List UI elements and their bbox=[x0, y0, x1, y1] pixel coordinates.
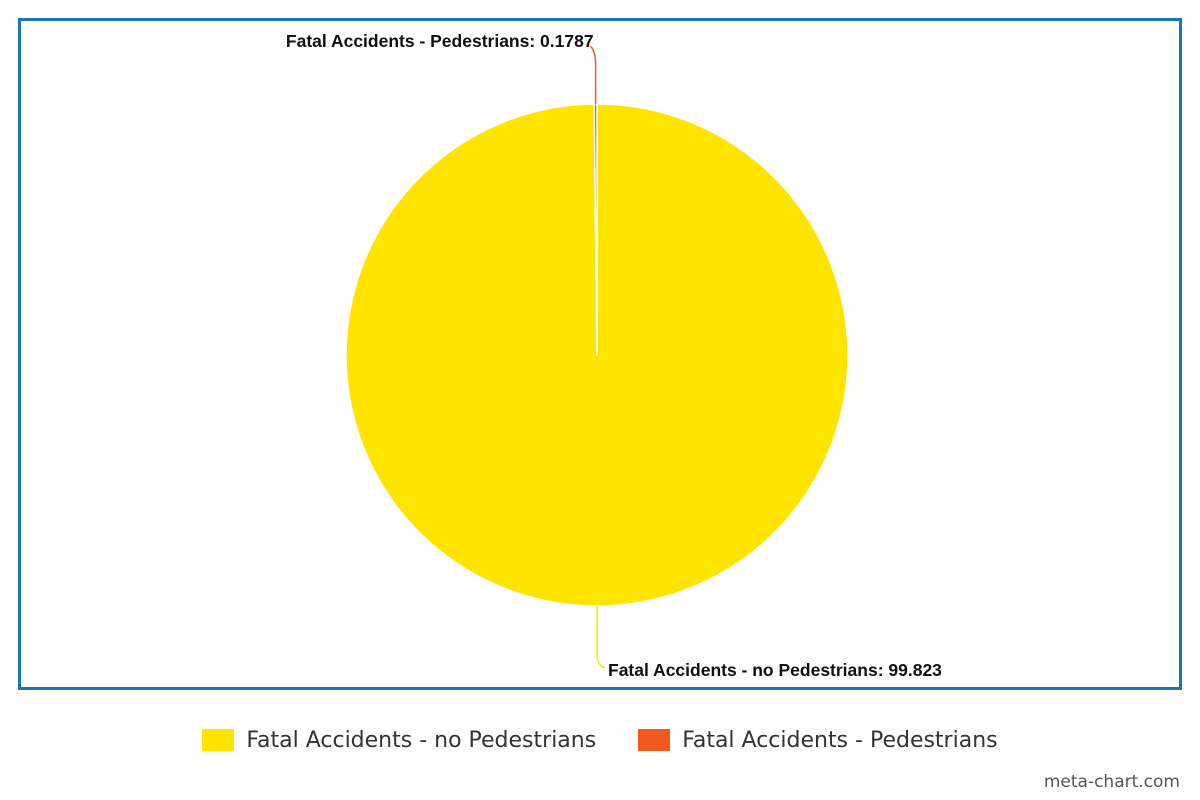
watermark: meta-chart.com bbox=[1043, 772, 1180, 792]
chart-frame: Fatal Accidents - Pedestrians: 0.1787 Fat… bbox=[18, 18, 1182, 690]
legend-item-no-pedestrians[interactable]: Fatal Accidents - no Pedestrians bbox=[202, 728, 596, 753]
data-label-pedestrians: Fatal Accidents - Pedestrians: 0.1787 bbox=[286, 31, 594, 51]
legend-swatch-pedestrians bbox=[638, 729, 671, 751]
data-label-no-pedestrians: Fatal Accidents - no Pedestrians: 99.823 bbox=[608, 660, 942, 680]
leader-line-pedestrians bbox=[589, 45, 597, 105]
pie-chart: Fatal Accidents - Pedestrians: 0.1787 Fat… bbox=[286, 31, 942, 680]
legend-item-pedestrians[interactable]: Fatal Accidents - Pedestrians bbox=[638, 727, 998, 753]
legend: Fatal Accidents - no Pedestrians Fatal A… bbox=[0, 722, 1200, 758]
leader-line-no-pedestrians bbox=[596, 606, 606, 669]
legend-swatch-no-pedestrians bbox=[202, 729, 235, 751]
legend-label-no-pedestrians: Fatal Accidents - no Pedestrians bbox=[246, 727, 597, 753]
legend-label-pedestrians: Fatal Accidents - Pedestrians bbox=[682, 727, 998, 753]
